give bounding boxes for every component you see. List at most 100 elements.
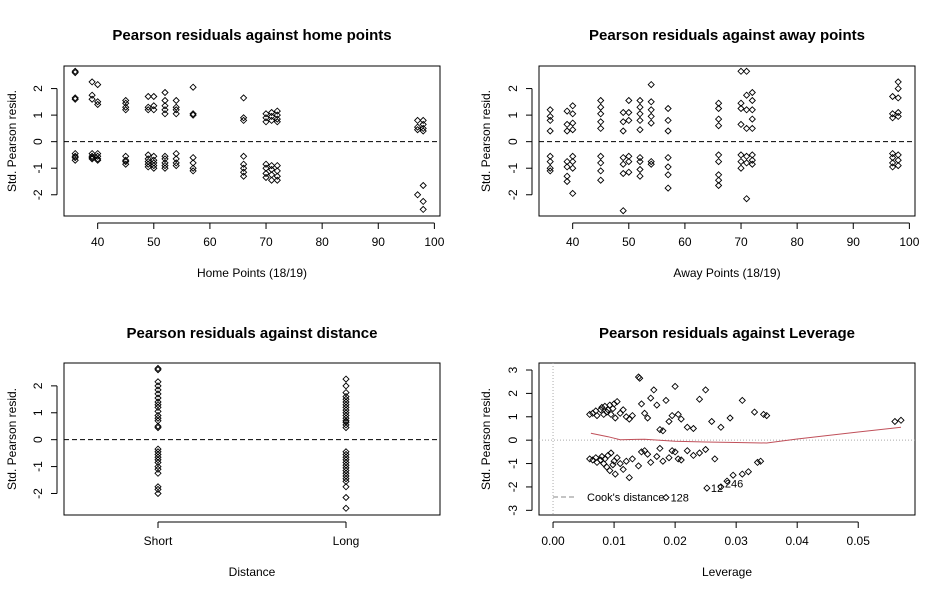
data-point (748, 156, 756, 164)
data-point (342, 504, 350, 512)
data-point (189, 153, 197, 162)
x-tick-label: 80 (315, 235, 329, 249)
data-point (662, 396, 670, 405)
data-point (122, 103, 130, 111)
data-point (668, 447, 676, 455)
data-point (711, 455, 719, 463)
data-point (71, 152, 79, 160)
data-point (122, 160, 130, 168)
x-axis-label: Distance (229, 565, 276, 579)
data-point (342, 493, 350, 502)
data-point (419, 181, 427, 190)
y-tick-label: -2 (506, 189, 520, 200)
data-point (413, 123, 422, 131)
x-tick-label: 0.05 (847, 534, 871, 548)
data-point (622, 457, 630, 465)
panel-distance: Pearson residuals against distance Dista… (5, 325, 441, 579)
data-point (262, 160, 270, 168)
data-point (650, 386, 658, 394)
data-point (888, 110, 897, 118)
data-point (154, 469, 162, 477)
data-point (172, 155, 180, 163)
data-point (744, 468, 753, 476)
data-point (172, 149, 180, 158)
data-point (546, 167, 554, 175)
data-point (122, 106, 130, 114)
data-point (150, 159, 158, 167)
data-point (748, 96, 756, 105)
data-point (894, 112, 902, 121)
data-point (144, 92, 152, 101)
x-tick-label: 0.03 (724, 534, 748, 548)
data-point (668, 411, 676, 420)
data-point (154, 414, 162, 422)
data-point (154, 423, 162, 432)
data-point (122, 152, 130, 160)
data-point (71, 94, 79, 102)
data-point (888, 153, 897, 162)
x-tick-label: 90 (847, 235, 861, 249)
data-point (586, 455, 594, 463)
data-point (413, 191, 422, 199)
data-point (619, 406, 627, 414)
data-point (144, 160, 152, 168)
data-point (742, 124, 751, 133)
data-point (71, 67, 79, 75)
data-point (625, 152, 633, 160)
data-point (546, 152, 554, 160)
legend-label-cooks-distance: Cook's distance (587, 492, 664, 504)
data-point (154, 458, 162, 467)
data-point (659, 457, 667, 465)
data-point (894, 94, 902, 102)
data-point (154, 403, 162, 412)
data-point (695, 395, 704, 403)
data-point (609, 404, 617, 413)
data-point (172, 106, 180, 114)
x-tick-label: 50 (622, 235, 636, 249)
data-point (714, 99, 723, 107)
data-point (625, 116, 633, 125)
data-point (593, 411, 601, 420)
x-tick-label: 90 (372, 235, 386, 249)
y-tick-label: -1 (506, 458, 520, 469)
data-point (625, 96, 633, 105)
data-point (665, 454, 673, 462)
data-point (597, 103, 605, 111)
data-point (610, 400, 618, 408)
data-point (71, 153, 79, 162)
plot-frame (63, 362, 441, 516)
data-point (894, 151, 902, 159)
data-point (154, 465, 162, 473)
data-point (144, 155, 152, 163)
data-point (714, 122, 723, 130)
data-point (625, 108, 633, 117)
data-point (616, 459, 624, 468)
data-point (172, 159, 180, 167)
panel-home-points: Pearson residuals against home points Ho… (5, 27, 445, 280)
x-tick-label: 40 (91, 235, 105, 249)
data-point (664, 153, 672, 162)
data-point (597, 176, 605, 184)
panel-away-points: Pearson residuals against away points Aw… (479, 27, 920, 280)
data-point (419, 116, 427, 125)
point-label: 128 (671, 492, 689, 504)
data-point (738, 470, 746, 478)
data-point (154, 456, 162, 464)
data-point (413, 116, 422, 125)
plot-frame (538, 362, 916, 516)
data-point (647, 112, 655, 121)
data-point (737, 104, 745, 113)
data-point (342, 453, 350, 461)
y-tick-label: 1 (31, 409, 45, 416)
data-point (701, 386, 710, 394)
x-tick-label: 0.01 (602, 534, 626, 548)
data-point (636, 165, 644, 174)
data-point (161, 159, 169, 167)
data-point (619, 465, 627, 474)
data-point (636, 153, 644, 162)
data-point (569, 110, 577, 118)
data-point (714, 104, 723, 113)
data-point (613, 454, 621, 462)
data-point (714, 115, 723, 123)
data-point (161, 155, 169, 163)
